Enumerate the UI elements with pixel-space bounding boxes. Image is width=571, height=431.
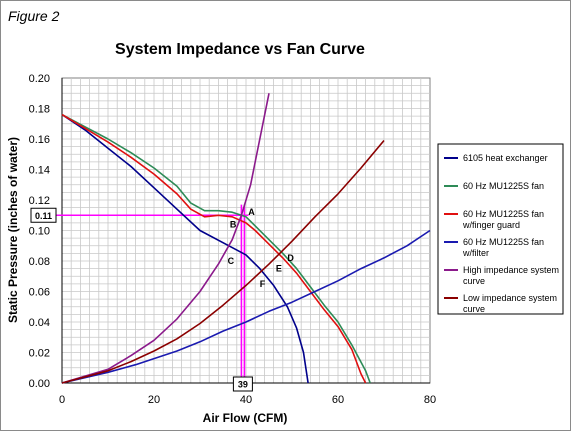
y-tick-label: 0.02 — [29, 348, 50, 360]
x-value-callout — [232, 376, 253, 392]
annotation-b: B — [230, 219, 237, 229]
legend-label-1: 6105 heat exchanger — [463, 153, 548, 163]
y-value-callout — [30, 207, 57, 223]
y-tick-label: 0.08 — [29, 256, 50, 268]
series-line-4 — [61, 229, 431, 384]
annotation-d: D — [287, 253, 294, 263]
y-value-callout-label: 0.11 — [35, 211, 52, 221]
x-value-callout-label: 39 — [238, 380, 248, 390]
figure-label: Figure 2 — [8, 8, 60, 24]
legend-label-3: 60 Hz MU1225S fan — [463, 209, 544, 219]
annotation-c: C — [228, 256, 235, 266]
series-line-5 — [61, 93, 270, 384]
legend-label-5: curve — [463, 276, 485, 286]
legend-label-4: 60 Hz MU1225S fan — [463, 237, 544, 247]
point-annotations: A B C DEF — [228, 207, 295, 289]
annotation-a: A — [248, 207, 255, 217]
legend-label-5: High impedance system — [463, 265, 559, 275]
y-axis-title: Static Pressure (inches of water) — [6, 137, 20, 323]
y-tick-label: 0.18 — [29, 104, 50, 116]
grid — [61, 78, 430, 384]
legend-label-6: curve — [463, 304, 485, 314]
y-tick-label: 0.20 — [29, 73, 50, 85]
y-tick-label: 0.12 — [29, 195, 50, 207]
x-tick-label: 60 — [332, 394, 344, 406]
series-lines — [61, 93, 431, 384]
series-line-1 — [61, 113, 309, 384]
x-tick-label: 80 — [424, 394, 436, 406]
legend — [437, 143, 564, 315]
legend-label-6: Low impedance system — [463, 293, 557, 303]
series-line-3 — [61, 113, 367, 384]
legend-label-4: w/filter — [462, 248, 489, 258]
y-tick-label: 0.16 — [29, 134, 50, 146]
x-tick-label: 0 — [59, 394, 65, 406]
x-tick-label: 20 — [148, 394, 160, 406]
y-tick-label: 0.06 — [29, 287, 50, 299]
series-line-6 — [61, 139, 385, 384]
y-tick-label: 0.14 — [29, 165, 50, 177]
annotation-f: F — [260, 279, 266, 289]
legend-label-2: 60 Hz MU1225S fan — [463, 181, 544, 191]
tick-labels: 0 20 40 60 80 0.00 0.02 0.04 0.06 0.08 0.10 0.12 0.1… — [29, 73, 437, 406]
legend-entries: 6105 heat exchanger 60 Hz MU1225S fan 60 H… — [444, 153, 559, 314]
x-axis-title: Air Flow (CFM) — [203, 411, 288, 425]
y-tick-label: 0.10 — [29, 226, 50, 238]
legend-label-3: w/finger guard — [462, 220, 520, 230]
series-line-2 — [61, 113, 371, 384]
x-tick-label: 40 — [240, 394, 252, 406]
y-tick-label: 0.04 — [29, 317, 50, 329]
y-tick-label: 0.00 — [29, 378, 50, 390]
chart-title: System Impedance vs Fan Curve — [115, 41, 365, 58]
annotation-e: E — [276, 264, 282, 274]
